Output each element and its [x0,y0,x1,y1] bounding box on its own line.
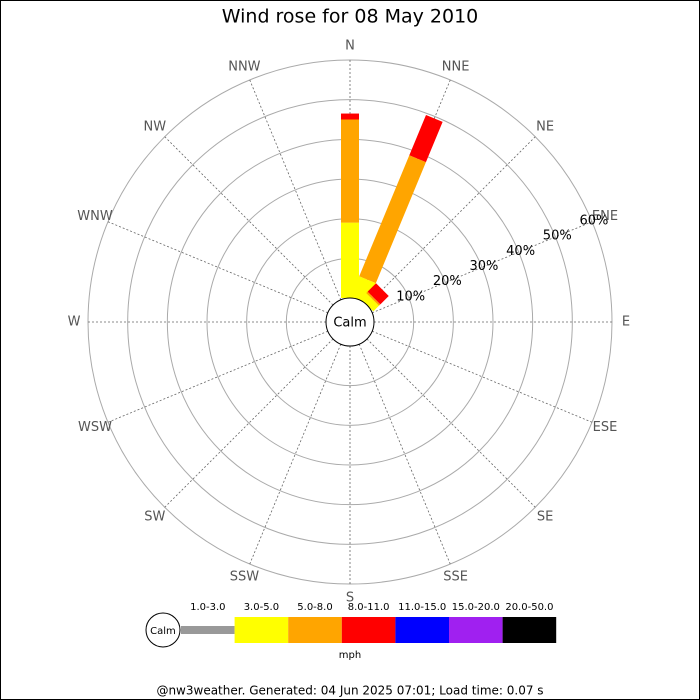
direction-label: S [346,591,354,606]
footer: @nw3weather. Generated: 04 Jun 2025 07:0… [156,684,543,698]
radial-tick-label: 10% [396,289,425,304]
legend-swatch [449,617,503,643]
direction-label: SSE [443,569,468,584]
legend-label: 11.0-15.0 [398,602,446,613]
direction-label: SE [537,510,553,525]
radial-tick-label: 60% [579,213,608,228]
bar-segment [359,155,426,284]
grid-ring [127,99,573,545]
radial-tick-label: 20% [433,274,462,289]
direction-label: NW [144,119,167,134]
calm-circle [325,297,375,347]
calm-label: Calm [333,316,366,331]
radial-tick-label: 50% [543,229,572,244]
direction-label: ESE [593,420,618,435]
legend-label: 3.0-5.0 [244,602,279,613]
legend-calm-label: Calm [150,626,176,637]
legend-label: 8.0-11.0 [348,602,390,613]
legend-swatch [288,617,342,643]
direction-label: N [345,39,355,54]
legend-swatch [395,617,449,643]
direction-label: WSW [78,420,112,435]
direction-label: W [68,315,81,330]
radial-tick-label: 40% [506,244,535,259]
legend-label: 1.0-3.0 [190,602,225,613]
bar-segment [409,114,443,163]
bar-segment [341,119,359,223]
bar-segment [367,283,389,305]
chart-title: Wind rose for 08 May 2010 [222,6,479,28]
bar-segment [341,113,359,120]
legend-label: 15.0-20.0 [452,602,500,613]
direction-label: WNW [77,209,113,224]
bar-segment [360,293,379,312]
direction-label: ENE [592,209,618,224]
legend-label: 5.0-8.0 [297,602,332,613]
direction-label: NNE [442,60,470,75]
direction-label: SW [144,510,165,525]
legend-swatch [341,617,396,643]
legend-label: 20.0-50.0 [505,602,553,613]
legend-unit: mph [339,650,361,661]
legend-swatch [234,617,289,643]
bar-segment [366,291,381,306]
legend-swatch [502,617,557,643]
direction-label: NE [536,119,554,134]
direction-label: NNW [228,60,260,75]
radial-tick-label: 30% [470,259,499,274]
legend-swatch [181,626,235,634]
direction-label: SSW [230,569,260,584]
direction-label: E [622,315,630,330]
bar-segment [341,222,359,298]
legend-calm-circle [145,612,181,648]
